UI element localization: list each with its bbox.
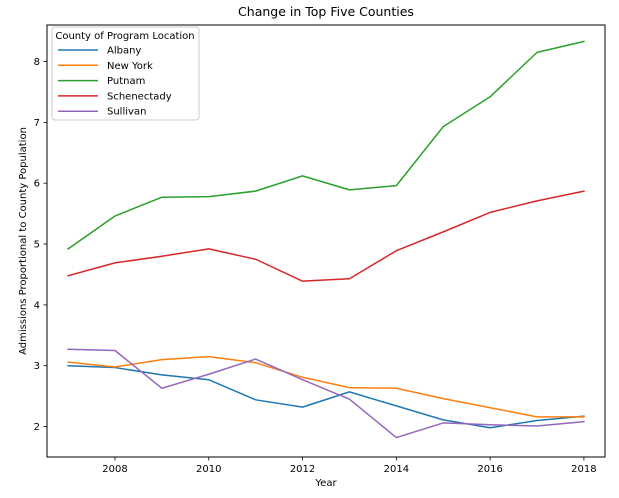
x-tick-label: 2018 (571, 464, 596, 475)
y-tick-label: 3 (34, 361, 40, 372)
legend-label: Putnam (107, 76, 145, 87)
y-tick-label: 2 (34, 422, 40, 433)
y-axis-label: Admissions Proportional to County Popula… (18, 127, 29, 355)
x-tick-label: 2014 (384, 464, 409, 475)
y-tick-label: 4 (34, 300, 40, 311)
y-tick-label: 6 (34, 179, 40, 190)
legend-label: Albany (107, 46, 141, 57)
legend-title: County of Program Location (55, 31, 194, 42)
y-tick-label: 7 (34, 118, 40, 129)
chart-title: Change in Top Five Counties (238, 4, 414, 19)
legend-label: New York (107, 61, 153, 72)
plot-area-frame (46, 24, 606, 458)
series-line-schenectady (67, 190, 585, 282)
x-tick-label: 2016 (477, 464, 502, 475)
x-tick-label: 2010 (196, 464, 221, 475)
legend: County of Program Location Albany New Yor… (51, 26, 200, 121)
series-line-new-york (67, 355, 585, 418)
series-line-putnam (67, 40, 585, 250)
legend-label: Schenectady (107, 91, 172, 102)
legend-label: Sullivan (107, 107, 146, 118)
series-line-albany (67, 364, 585, 429)
y-tick-label: 8 (34, 57, 40, 68)
series-line-sullivan (67, 348, 585, 439)
x-tick-label: 2012 (290, 464, 315, 475)
x-axis-label: Year (314, 478, 337, 489)
y-tick-label: 5 (34, 240, 40, 251)
x-tick-label: 2008 (102, 464, 127, 475)
